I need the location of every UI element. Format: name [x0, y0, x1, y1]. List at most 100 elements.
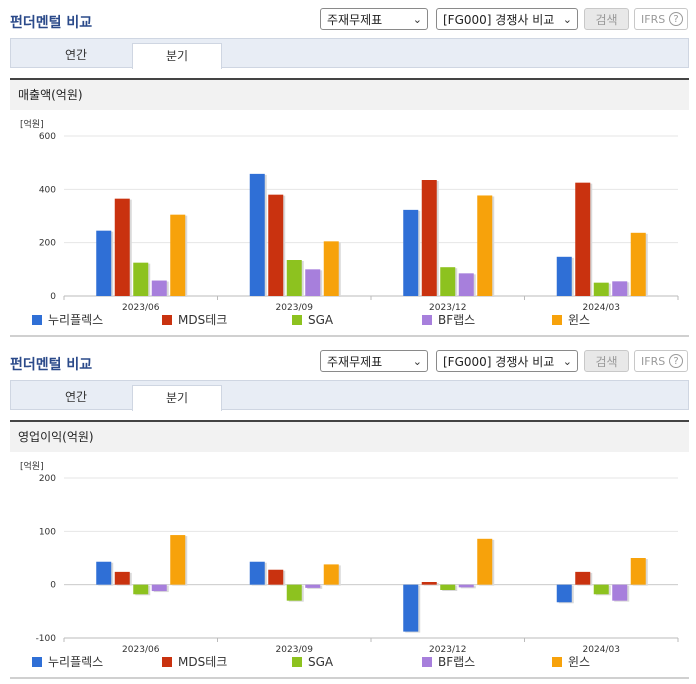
bar — [114, 198, 130, 296]
legend-item[interactable]: SGA — [292, 653, 333, 671]
ifrs-label: IFRS — [641, 13, 666, 26]
legend-swatch — [422, 657, 432, 667]
unit-label: [억원] — [20, 462, 44, 472]
bar — [575, 571, 591, 585]
bar — [96, 230, 112, 296]
bar — [96, 561, 112, 585]
section-divider — [10, 420, 689, 422]
bar — [421, 180, 437, 296]
peer-group-value: [FG000] 경쟁사 비교 — [443, 13, 555, 27]
chart-legend: 누리플렉스 MDS테크 SGA BF랩스 윈스 — [0, 653, 696, 671]
bar — [440, 584, 456, 590]
y-tick-label: 200 — [39, 239, 56, 249]
panel-toolbar: 펀더멘털 비교 주재무제표 ⌄ [FG000] 경쟁사 비교 ⌄ 검색 IFRS… — [0, 0, 696, 38]
bar — [151, 280, 167, 296]
bar — [556, 584, 572, 603]
bar — [612, 281, 628, 296]
legend-item[interactable]: 누리플렉스 — [32, 653, 103, 671]
ifrs-button[interactable]: IFRS ? — [634, 8, 688, 30]
bar — [612, 584, 628, 601]
bar — [593, 584, 609, 595]
legend-swatch — [422, 315, 432, 325]
bar — [575, 182, 591, 296]
legend-item[interactable]: BF랩스 — [422, 653, 475, 671]
bar — [151, 584, 167, 592]
chevron-down-icon: ⌄ — [562, 13, 572, 26]
panel-title: 펀더멘털 비교 — [10, 15, 93, 31]
legend-item[interactable]: SGA — [292, 311, 333, 329]
help-icon[interactable]: ? — [669, 12, 683, 26]
bar — [133, 262, 149, 296]
legend-label: 누리플렉스 — [48, 313, 104, 327]
bar — [403, 209, 419, 296]
legend-item[interactable]: 윈스 — [552, 311, 590, 329]
section-divider — [10, 78, 689, 80]
peer-group-select[interactable]: [FG000] 경쟁사 비교 ⌄ — [436, 350, 578, 372]
metric-header: 매출액(억원) — [10, 80, 689, 110]
legend-item[interactable]: 윈스 — [552, 653, 590, 671]
bar — [133, 584, 149, 595]
legend-label: 누리플렉스 — [48, 655, 104, 669]
bar — [170, 535, 186, 585]
peer-group-select[interactable]: [FG000] 경쟁사 비교 ⌄ — [436, 8, 578, 30]
tab-quarterly[interactable]: 분기 — [132, 43, 222, 69]
legend-label: MDS테크 — [178, 313, 228, 327]
bar — [556, 256, 572, 296]
statement-type-select[interactable]: 주재무제표 ⌄ — [320, 350, 428, 372]
bar — [249, 173, 265, 296]
x-tick-label: 2024/03 — [583, 303, 620, 313]
bar — [630, 232, 646, 296]
panel-bottom-border — [10, 335, 689, 337]
legend-item[interactable]: MDS테크 — [162, 311, 227, 329]
metric-header: 영업이익(억원) — [10, 422, 689, 452]
x-tick-label: 2023/06 — [122, 645, 160, 655]
legend-label: MDS테크 — [178, 655, 228, 669]
legend-label: BF랩스 — [438, 655, 476, 669]
legend-swatch — [162, 657, 172, 667]
panel-title: 펀더멘털 비교 — [10, 357, 93, 373]
ifrs-button[interactable]: IFRS ? — [634, 350, 688, 372]
legend-item[interactable]: MDS테크 — [162, 653, 227, 671]
search-button[interactable]: 검색 — [584, 8, 629, 30]
bar — [249, 561, 265, 585]
unit-label: [억원] — [20, 120, 44, 130]
bar — [421, 582, 437, 585]
search-button[interactable]: 검색 — [584, 350, 629, 372]
y-tick-label: 0 — [50, 292, 56, 302]
legend-label: BF랩스 — [438, 313, 476, 327]
legend-swatch — [32, 315, 42, 325]
panel-bottom-border — [10, 677, 689, 679]
bar — [440, 267, 456, 296]
legend-label: SGA — [308, 313, 334, 327]
bar — [305, 584, 321, 588]
tab-annual[interactable]: 연간 — [64, 390, 88, 404]
tab-quarterly[interactable]: 분기 — [132, 385, 222, 411]
y-tick-label: 0 — [50, 581, 56, 591]
panel-toolbar: 펀더멘털 비교 주재무제표 ⌄ [FG000] 경쟁사 비교 ⌄ 검색 IFRS… — [0, 342, 696, 380]
chevron-down-icon: ⌄ — [562, 355, 572, 368]
period-tabs: 연간 분기 — [10, 38, 689, 69]
bar — [403, 584, 419, 632]
bar — [286, 584, 302, 601]
bar — [593, 282, 609, 296]
legend-swatch — [292, 315, 302, 325]
legend-swatch — [32, 657, 42, 667]
x-tick-label: 2024/03 — [583, 645, 620, 655]
bar — [630, 558, 646, 585]
statement-type-select[interactable]: 주재무제표 ⌄ — [320, 8, 428, 30]
fundamental-panel-sales: 펀더멘털 비교 주재무제표 ⌄ [FG000] 경쟁사 비교 ⌄ 검색 IFRS… — [0, 0, 696, 337]
legend-item[interactable]: 누리플렉스 — [32, 311, 103, 329]
chart-legend: 누리플렉스 MDS테크 SGA BF랩스 윈스 — [0, 311, 696, 329]
y-tick-label: -100 — [36, 634, 57, 644]
bar — [268, 569, 284, 585]
x-tick-label: 2023/06 — [122, 303, 160, 313]
help-icon[interactable]: ? — [669, 354, 683, 368]
statement-type-value: 주재무제표 — [327, 13, 383, 27]
chevron-down-icon: ⌄ — [412, 355, 422, 368]
bar — [477, 195, 493, 296]
bar — [323, 564, 339, 585]
legend-item[interactable]: BF랩스 — [422, 311, 475, 329]
fundamental-panel-operating-income: 펀더멘털 비교 주재무제표 ⌄ [FG000] 경쟁사 비교 ⌄ 검색 IFRS… — [0, 342, 696, 684]
statement-type-value: 주재무제표 — [327, 355, 383, 369]
tab-annual[interactable]: 연간 — [64, 48, 88, 62]
